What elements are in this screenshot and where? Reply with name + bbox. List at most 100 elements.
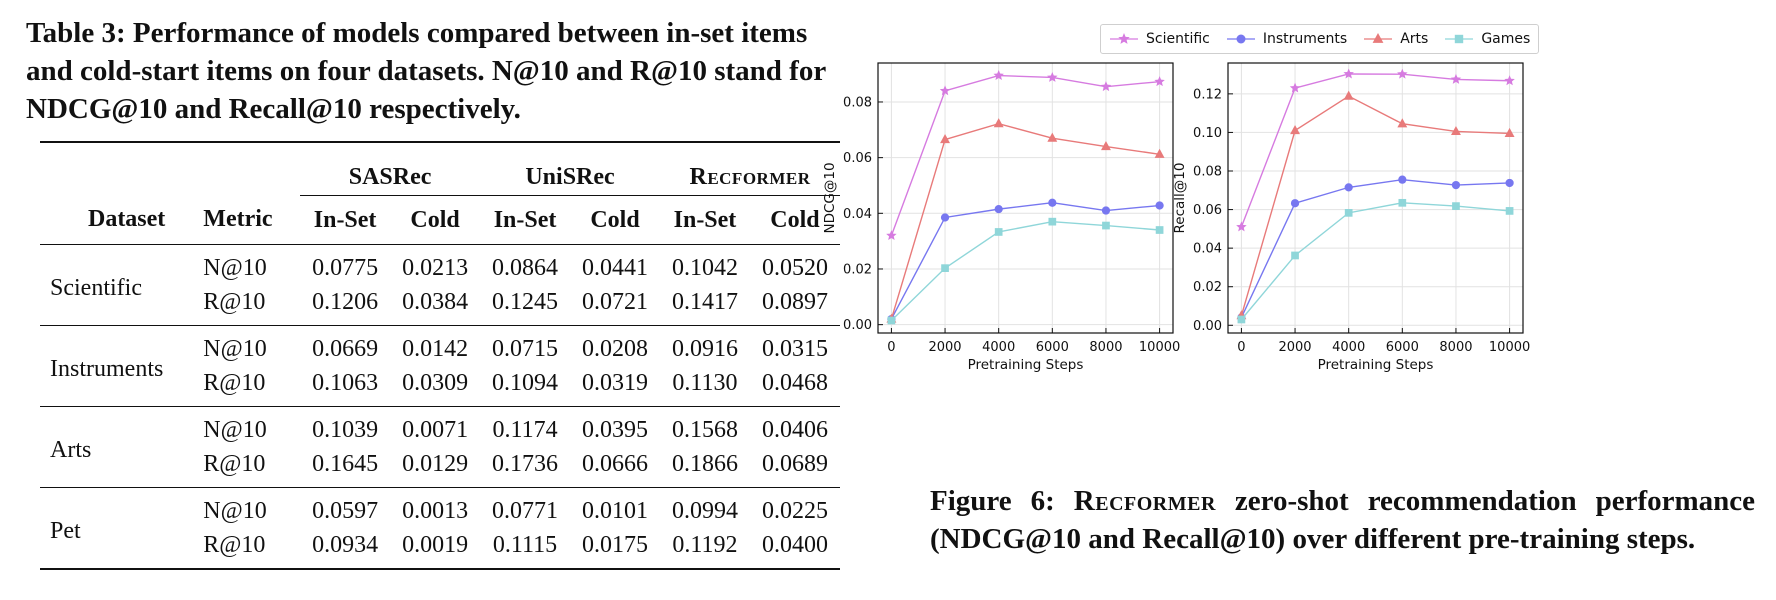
- metric-cell: R@10: [203, 369, 266, 396]
- metric-cell: N@10: [203, 335, 267, 362]
- value-cell: 0.0441: [582, 254, 648, 281]
- data-point: [1102, 221, 1110, 230]
- legend-marker-icon: [1372, 33, 1384, 43]
- data-point: [1451, 125, 1461, 136]
- data-point: [1154, 76, 1165, 87]
- legend-item: Instruments: [1226, 31, 1347, 47]
- figure-caption-prefix: Figure 6:: [930, 485, 1055, 517]
- value-cell: 0.0309: [402, 369, 469, 396]
- group-header: UniSRec: [480, 143, 660, 196]
- data-point: [994, 228, 1003, 236]
- y-tick-label: 0.04: [843, 207, 872, 222]
- y-tick-label: 0.02: [1193, 280, 1222, 295]
- value-cell: 0.0520: [761, 254, 828, 281]
- column-header: Metric: [203, 206, 273, 233]
- series-line: [1240, 95, 1510, 316]
- value-cell: 0.1206: [312, 288, 379, 315]
- x-axis-label: Pretraining Steps: [968, 357, 1084, 373]
- value-cell: 0.1063: [312, 369, 379, 396]
- value-cell: 0.0019: [402, 531, 469, 558]
- y-tick-label: 0.08: [843, 95, 872, 110]
- data-point: [887, 316, 896, 325]
- plot-frame: [1227, 62, 1524, 334]
- data-point: [1505, 178, 1514, 188]
- value-cell: 0.1130: [672, 369, 738, 396]
- x-tick-label: 0: [1237, 340, 1245, 355]
- y-axis-label: Recall@10: [1172, 163, 1188, 234]
- y-tick-label: 0.04: [1193, 242, 1222, 257]
- chart-legend: Scientific Instruments Arts Games: [1100, 24, 1540, 54]
- value-cell: 0.0864: [492, 254, 559, 281]
- value-cell: 0.0897: [761, 288, 828, 315]
- x-tick-label: 4000: [982, 340, 1015, 355]
- data-point: [1450, 73, 1462, 84]
- value-cell: 0.0916: [671, 335, 738, 362]
- value-cell: 0.0771: [492, 497, 559, 524]
- value-cell: 0.0225: [761, 497, 828, 524]
- column-header: Cold: [770, 206, 820, 233]
- value-cell: 0.0315: [761, 335, 828, 362]
- legend-swatch: [1445, 34, 1474, 44]
- table-row: Scientific N@10 0.0775 0.0213 0.0864 0.0441 0.…: [40, 245, 840, 301]
- data-point: [1504, 127, 1515, 137]
- series-line: [1240, 202, 1510, 320]
- y-tick-label: 0.06: [1193, 203, 1222, 218]
- figure-caption-text: zero-shot recommendation performance (ND…: [930, 485, 1756, 555]
- legend-item: Scientific: [1109, 31, 1210, 47]
- value-cell: 0.1736: [492, 450, 559, 477]
- data-point: [940, 134, 950, 144]
- x-tick-label: 10000: [1489, 340, 1530, 355]
- data-point: [993, 118, 1004, 128]
- x-tick-label: 10000: [1139, 340, 1180, 355]
- value-cell: 0.1039: [312, 416, 379, 443]
- figure-caption: Figure 6: Recformer zero-shot recommenda…: [930, 482, 1755, 558]
- data-point: [1290, 199, 1300, 208]
- data-point: [1047, 132, 1058, 142]
- data-point: [1343, 90, 1354, 100]
- column-header: In-Set: [313, 206, 377, 233]
- series-line: [890, 122, 1160, 320]
- data-point: [1048, 198, 1057, 207]
- y-tick-label: 0.10: [1193, 126, 1222, 141]
- x-tick-label: 4000: [1332, 340, 1365, 355]
- data-point: [1237, 315, 1246, 324]
- value-cell: 0.0406: [761, 416, 828, 443]
- legend-label: Instruments: [1262, 31, 1348, 47]
- value-cell: 0.0666: [582, 450, 648, 477]
- data-point: [939, 85, 951, 96]
- data-point: [1048, 217, 1057, 226]
- x-tick-label: 8000: [1089, 340, 1122, 355]
- dataset-cell: Instruments: [50, 355, 164, 382]
- value-cell: 0.0400: [761, 531, 828, 558]
- column-header: Dataset: [87, 206, 166, 233]
- x-tick-label: 8000: [1439, 340, 1472, 355]
- table-row: Pet N@10 0.0597 0.0013 0.0771 0.0101 0.0994 0.0…: [40, 488, 840, 544]
- legend-marker-icon: [1118, 33, 1130, 44]
- data-point: [1047, 71, 1058, 82]
- value-cell: 0.1192: [672, 531, 738, 558]
- value-cell: 0.1417: [671, 288, 738, 315]
- value-cell: 0.0101: [582, 497, 648, 524]
- metric-cell: R@10: [203, 531, 266, 558]
- y-tick-label: 0.00: [843, 318, 872, 333]
- value-cell: 0.0384: [402, 288, 469, 315]
- value-cell: 0.0319: [582, 369, 648, 396]
- value-cell: 0.0597: [312, 497, 379, 524]
- legend-item: Arts: [1363, 31, 1428, 47]
- legend-marker-icon: [1455, 34, 1464, 44]
- data-point: [1397, 118, 1408, 128]
- legend-swatch: [1226, 34, 1255, 44]
- data-point: [1289, 82, 1301, 93]
- value-cell: 0.1568: [671, 416, 738, 443]
- data-point: [993, 70, 1004, 80]
- value-cell: 0.1245: [492, 288, 559, 315]
- data-point: [1398, 175, 1407, 184]
- figure-caption-model: Recformer: [1073, 485, 1216, 517]
- value-cell: 0.0208: [582, 335, 648, 362]
- data-point: [1505, 207, 1514, 215]
- value-cell: 0.1174: [492, 416, 558, 443]
- results-table: SASRec UniSRec Recformer Dataset Metric In-Se…: [40, 141, 840, 571]
- column-header: In-Set: [673, 206, 737, 233]
- column-header: Cold: [410, 206, 460, 233]
- series-line: [890, 74, 1160, 236]
